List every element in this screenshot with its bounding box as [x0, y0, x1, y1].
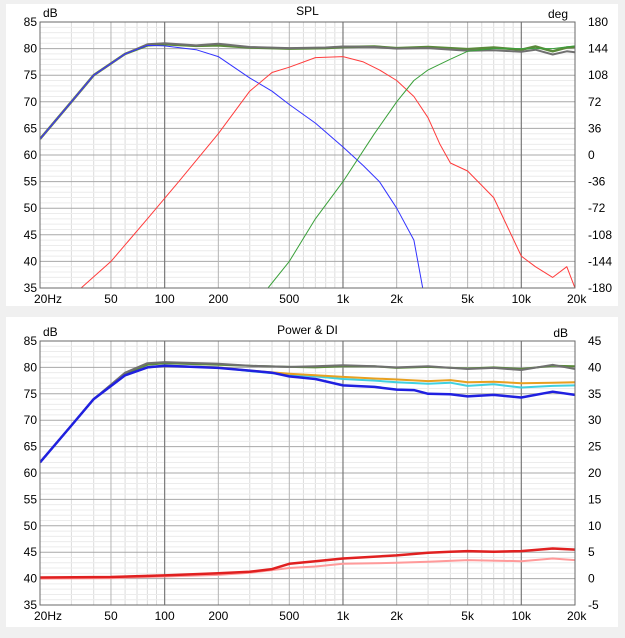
y2-tick-label: -108	[588, 228, 612, 242]
y2-tick-label: -36	[588, 175, 606, 189]
y2-tick-label: 35	[588, 387, 602, 401]
right-axis-unit: deg	[548, 7, 568, 21]
series-line-4	[40, 361, 575, 464]
x-tick-label: 20k	[567, 609, 587, 623]
series-line-4	[80, 56, 575, 288]
x-tick-label: 50	[104, 609, 118, 623]
y2-tick-label: -144	[588, 254, 612, 268]
x-tick-label: 200	[208, 292, 228, 306]
y-tick-label: 55	[24, 175, 38, 189]
y-tick-label: 85	[24, 15, 38, 29]
y-tick-label: 60	[24, 466, 38, 480]
x-tick-label: 10k	[512, 609, 532, 623]
y-tick-label: 50	[24, 519, 38, 533]
y-tick-label: 50	[24, 201, 38, 215]
left-axis-unit: dB	[43, 325, 58, 339]
y2-tick-label: 0	[588, 148, 595, 162]
y2-tick-label: 36	[588, 121, 602, 135]
x-tick-label: 100	[155, 292, 175, 306]
x-tick-label: 50	[104, 292, 118, 306]
y-tick-label: 40	[24, 254, 38, 268]
y2-tick-label: 30	[588, 413, 602, 427]
y2-tick-label: 25	[588, 440, 602, 454]
y-tick-label: 35	[24, 281, 38, 295]
y2-tick-label: 180	[588, 15, 608, 29]
series-line-5	[40, 364, 575, 464]
grid	[40, 340, 575, 606]
right-axis-unit: dB	[553, 326, 568, 340]
x-tick-label: 500	[279, 292, 299, 306]
x-tick-label: 1k	[337, 609, 351, 623]
x-tick-label: 1k	[337, 292, 351, 306]
series-line-3	[40, 44, 424, 288]
x-tick-label: 200	[208, 609, 228, 623]
left-axis-unit: dB	[43, 6, 58, 20]
y-tick-label: 35	[24, 598, 38, 612]
y2-tick-label: 72	[588, 95, 602, 109]
x-tick-label: 5k	[461, 609, 475, 623]
y-tick-label: 65	[24, 440, 38, 454]
chart-title: Power & DI	[277, 323, 338, 337]
y2-tick-label: 108	[588, 68, 608, 82]
y-tick-label: 60	[24, 148, 38, 162]
x-tick-label: 2k	[390, 292, 404, 306]
y2-tick-label: 144	[588, 42, 608, 56]
y2-tick-label: -72	[588, 201, 606, 215]
series-line-7	[40, 547, 575, 579]
y2-tick-label: -5	[588, 598, 599, 612]
x-tick-label: 100	[155, 609, 175, 623]
y2-tick-label: 45	[588, 334, 602, 348]
chart-panel-2: Power & DI dB dB 35 40 45 50 55 60 65 70 75 80 85 -5 0 5…	[6, 317, 618, 627]
plot-frame	[39, 21, 576, 289]
x-tick-label: 2k	[390, 609, 404, 623]
y2-tick-label: 20	[588, 466, 602, 480]
x-tick-label: 20Hz	[34, 292, 62, 306]
y-tick-label: 70	[24, 95, 38, 109]
series-group	[40, 42, 575, 288]
chart-title: SPL	[296, 4, 319, 18]
y-tick-label: 45	[24, 228, 38, 242]
y2-tick-label: 0	[588, 572, 595, 586]
x-tick-label: 20k	[567, 292, 587, 306]
y-tick-label: 65	[24, 121, 38, 135]
series-group	[40, 361, 575, 580]
y-tick-label: 40	[24, 572, 38, 586]
y-tick-label: 75	[24, 387, 38, 401]
x-tick-label: 500	[279, 609, 299, 623]
y2-tick-label: 5	[588, 545, 595, 559]
y-tick-label: 45	[24, 545, 38, 559]
y2-tick-label: 40	[588, 360, 602, 374]
x-tick-label: 20Hz	[34, 609, 62, 623]
series-line-2	[40, 42, 575, 140]
y-tick-label: 75	[24, 68, 38, 82]
y2-tick-label: 15	[588, 492, 602, 506]
y2-tick-label: -180	[588, 281, 612, 295]
y-tick-label: 80	[24, 42, 38, 56]
y-tick-label: 55	[24, 492, 38, 506]
y-tick-label: 70	[24, 413, 38, 427]
grid	[40, 21, 575, 289]
y2-tick-label: 10	[588, 519, 602, 533]
y-tick-label: 85	[24, 334, 38, 348]
x-tick-label: 10k	[512, 292, 532, 306]
panel-background	[6, 317, 618, 627]
y-tick-label: 80	[24, 360, 38, 374]
x-tick-label: 5k	[461, 292, 475, 306]
plot-frame	[39, 340, 576, 606]
series-line-5	[267, 45, 575, 288]
chart-panel-1: SPL dB deg 35 40 45 50 55 60 65 70 75 80 85 -180 -144 -1…	[6, 4, 618, 306]
